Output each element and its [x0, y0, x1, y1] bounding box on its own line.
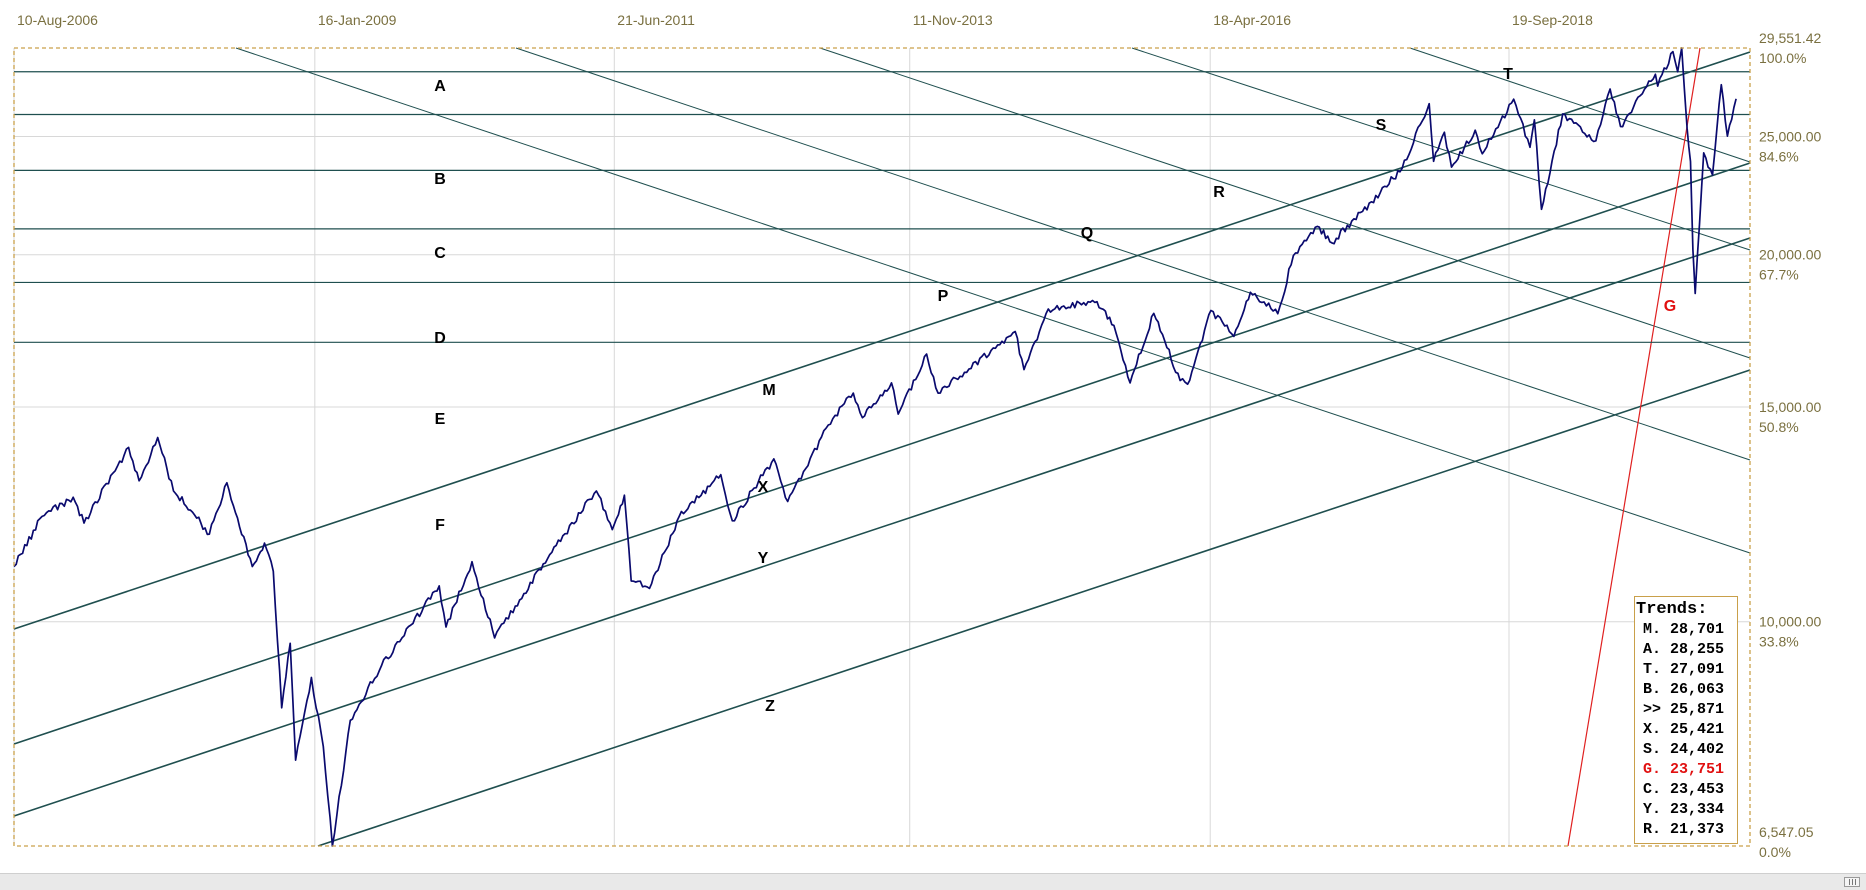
y-min-pct: 0.0% [1759, 844, 1791, 860]
trend-row: T. 27,091 [1643, 661, 1725, 678]
x-tick-label: 19-Sep-2018 [1512, 12, 1593, 28]
y-tick-value: 10,000.00 [1759, 614, 1821, 630]
rising-trend-line [13, 51, 1751, 630]
g-trend-line [1567, 47, 1701, 847]
trend-row: G. 23,751 [1643, 761, 1725, 778]
trend-label-b: B [434, 171, 446, 188]
y-min-value: 6,547.05 [1759, 824, 1814, 840]
x-tick-label: 10-Aug-2006 [17, 12, 98, 28]
y-tick-value: 25,000.00 [1759, 129, 1821, 145]
x-tick-label: 18-Apr-2016 [1213, 12, 1291, 28]
trend-row: A. 28,255 [1643, 641, 1725, 658]
x-tick-label: 21-Jun-2011 [617, 12, 695, 28]
rising-trend-line [13, 162, 1751, 745]
x-axis-labels: 10-Aug-2006 16-Jan-2009 21-Jun-2011 11-Nov-… [17, 12, 1593, 28]
y-tick-pct: 33.8% [1759, 634, 1799, 650]
trend-row: M. 28,701 [1643, 621, 1725, 638]
trend-label-z: Z [765, 698, 775, 715]
y-axis-labels: 25,000.00 84.6% 20,000.00 67.7% 15,000.00 50.… [1759, 30, 1821, 860]
trend-row: R. 21,373 [1643, 821, 1725, 838]
trend-label-f: F [435, 517, 445, 534]
x-tick-label: 11-Nov-2013 [913, 12, 993, 28]
gridlines [13, 48, 1750, 846]
scrollbar-grip[interactable] [1844, 877, 1860, 887]
falling-trend-line [1409, 47, 1751, 163]
rising-trend-line [317, 369, 1751, 847]
trend-label-x: X [758, 479, 769, 496]
trend-row: >> 25,871 [1643, 701, 1725, 718]
trend-label-p: P [938, 288, 949, 305]
trend-label-e: E [435, 411, 446, 428]
trend-row: B. 26,063 [1643, 681, 1725, 698]
price-series [13, 47, 1737, 847]
trend-row: S. 24,402 [1643, 741, 1725, 758]
trend-label-r: R [1213, 184, 1225, 201]
trend-line-labels: A B C D E F T S R Q P M X Y Z G [434, 66, 1676, 715]
trend-row: X. 25,421 [1643, 721, 1725, 738]
trend-label-t: T [1503, 66, 1513, 83]
falling-trend-line [1131, 47, 1751, 251]
falling-trend-line [235, 47, 1751, 554]
falling-trend-line [819, 47, 1751, 359]
y-max-value: 29,551.42 [1759, 30, 1821, 46]
x-tick-label: 16-Jan-2009 [318, 12, 397, 28]
y-tick-pct: 50.8% [1759, 419, 1799, 435]
trends-rows: M. 28,701 A. 28,255 T. 27,091 B. 26,063 >> 2… [1635, 620, 1737, 840]
trend-label-d: D [434, 330, 446, 347]
trend-row: C. 23,453 [1643, 781, 1725, 798]
y-tick-pct: 84.6% [1759, 149, 1799, 165]
trend-label-a: A [434, 78, 446, 95]
trend-row: Y. 23,334 [1643, 801, 1725, 818]
trends-title: Trends: [1636, 600, 1708, 619]
plot-frame [13, 47, 1751, 847]
trend-label-m: M [762, 382, 775, 399]
trend-label-q: Q [1081, 225, 1093, 242]
trend-lines [13, 47, 1751, 847]
horizontal-scrollbar[interactable] [0, 873, 1866, 890]
trend-label-c: C [434, 245, 446, 262]
horizontal-levels [14, 71, 1750, 343]
rising-trend-line [13, 237, 1751, 817]
y-max-pct: 100.0% [1759, 50, 1806, 66]
y-tick-value: 15,000.00 [1759, 399, 1821, 415]
trend-label-s: S [1376, 117, 1387, 134]
price-line [13, 47, 1737, 847]
y-tick-value: 20,000.00 [1759, 247, 1821, 263]
y-tick-pct: 67.7% [1759, 267, 1799, 283]
trend-label-y: Y [758, 550, 769, 567]
trends-legend: Trends: M. 28,701 A. 28,255 T. 27,091 B. 26… [1634, 596, 1738, 844]
trend-label-g: G [1664, 298, 1676, 315]
falling-trend-line [515, 47, 1751, 461]
